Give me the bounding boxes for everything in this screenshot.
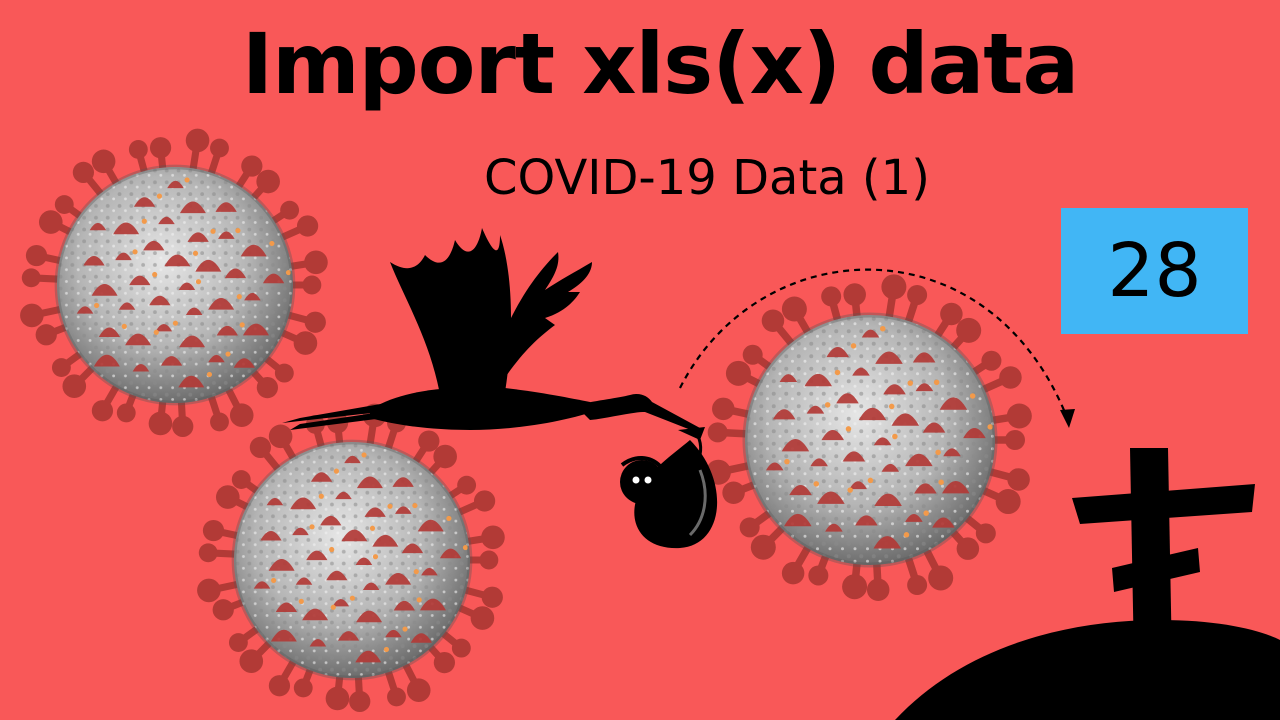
video-title: Import xls(x) data bbox=[241, 15, 1079, 113]
video-subtitle: COVID-19 Data (1) bbox=[484, 150, 930, 206]
virus-icon bbox=[20, 128, 328, 438]
hill-icon bbox=[895, 620, 1280, 720]
stork-icon bbox=[282, 228, 700, 432]
dashed-arrow-icon bbox=[679, 268, 1075, 428]
virus-icon bbox=[705, 274, 1032, 602]
baby-bundle-icon bbox=[620, 423, 718, 549]
episode-number-badge: 28 bbox=[1061, 208, 1248, 334]
cross-icon bbox=[1072, 448, 1255, 662]
